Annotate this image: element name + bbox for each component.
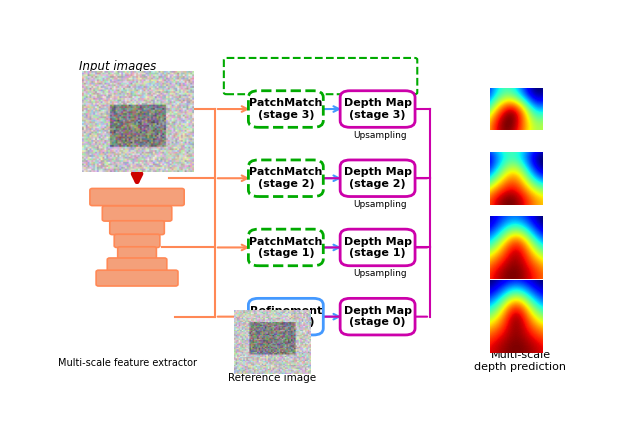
FancyBboxPatch shape: [248, 229, 323, 266]
Text: Input images: Input images: [79, 59, 156, 73]
FancyBboxPatch shape: [110, 221, 164, 235]
Text: PatchMatch
(stage 1): PatchMatch (stage 1): [249, 237, 323, 258]
FancyBboxPatch shape: [340, 229, 415, 266]
FancyBboxPatch shape: [340, 160, 415, 196]
Text: Refinement
(stage 0): Refinement (stage 0): [250, 306, 322, 327]
Text: PatchMatch
(stage 3): PatchMatch (stage 3): [249, 98, 323, 120]
Text: Multi-scale feature extractor: Multi-scale feature extractor: [58, 358, 196, 368]
FancyBboxPatch shape: [248, 160, 323, 196]
Text: Depth Map
(stage 1): Depth Map (stage 1): [344, 237, 412, 258]
Text: Reference image: Reference image: [228, 373, 317, 383]
Text: PatchMatch
(stage 2): PatchMatch (stage 2): [249, 167, 323, 189]
Text: Multi-scale
depth prediction: Multi-scale depth prediction: [474, 351, 566, 372]
Text: Depth Map
(stage 2): Depth Map (stage 2): [344, 167, 412, 189]
Text: Depth Map
(stage 0): Depth Map (stage 0): [344, 306, 412, 327]
Text: Upsampling: Upsampling: [353, 131, 407, 140]
Text: Upsampling: Upsampling: [353, 269, 407, 278]
FancyBboxPatch shape: [340, 298, 415, 335]
FancyBboxPatch shape: [118, 247, 156, 259]
FancyBboxPatch shape: [248, 91, 323, 127]
Text: Depth Map
(stage 3): Depth Map (stage 3): [344, 98, 412, 120]
FancyBboxPatch shape: [102, 206, 172, 221]
Text: Upsampling: Upsampling: [353, 200, 407, 209]
FancyBboxPatch shape: [90, 188, 184, 205]
FancyBboxPatch shape: [96, 270, 178, 286]
FancyBboxPatch shape: [340, 91, 415, 127]
FancyBboxPatch shape: [248, 298, 323, 335]
FancyBboxPatch shape: [108, 258, 167, 272]
FancyBboxPatch shape: [114, 234, 160, 247]
